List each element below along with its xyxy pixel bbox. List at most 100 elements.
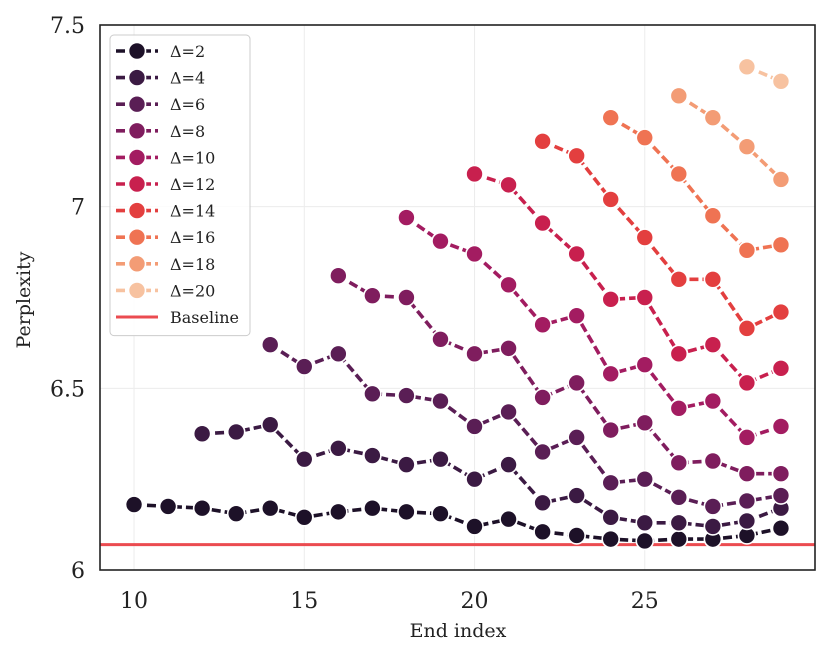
data-point xyxy=(669,513,689,533)
data-point xyxy=(465,517,484,536)
data-point xyxy=(771,486,791,505)
data-point xyxy=(294,357,314,376)
series-line xyxy=(677,94,783,181)
data-point xyxy=(635,513,655,533)
data-point xyxy=(499,175,518,195)
x-tick-label: 20 xyxy=(461,589,489,614)
legend-marker xyxy=(127,68,147,87)
series-3 xyxy=(260,335,791,516)
data-point xyxy=(329,502,348,522)
legend-label: Δ=10 xyxy=(170,148,215,167)
data-point xyxy=(226,504,246,523)
series-1 xyxy=(124,495,791,551)
series-6 xyxy=(465,164,791,393)
data-point xyxy=(669,399,689,418)
data-point xyxy=(329,438,348,458)
data-point xyxy=(124,495,144,514)
data-point xyxy=(431,231,450,251)
x-tick-label: 15 xyxy=(290,589,318,614)
data-point xyxy=(567,486,586,505)
legend-marker xyxy=(127,254,147,274)
data-point xyxy=(703,206,723,226)
data-point xyxy=(397,386,416,405)
data-point xyxy=(226,422,246,442)
legend-label: Δ=18 xyxy=(170,255,215,274)
data-point xyxy=(567,526,586,545)
data-point xyxy=(703,451,723,471)
data-point xyxy=(601,190,621,209)
data-point xyxy=(635,228,655,247)
data-point xyxy=(260,415,280,434)
data-point xyxy=(329,266,348,286)
legend-label: Δ=16 xyxy=(170,228,215,247)
data-point xyxy=(703,108,723,127)
data-point xyxy=(635,531,655,551)
legend-label: Δ=14 xyxy=(170,202,215,221)
series-7 xyxy=(533,131,791,338)
data-point xyxy=(737,511,757,531)
data-point xyxy=(499,509,518,529)
data-point xyxy=(737,137,757,157)
data-point xyxy=(533,493,552,513)
data-point xyxy=(737,428,757,447)
data-point xyxy=(158,497,178,516)
data-point xyxy=(294,449,314,469)
legend-marker xyxy=(127,41,147,61)
y-tick-label: 7 xyxy=(71,196,85,221)
data-point xyxy=(669,529,689,549)
data-point xyxy=(601,473,621,493)
data-point xyxy=(771,170,791,189)
data-point xyxy=(771,417,791,436)
legend-label: Δ=6 xyxy=(170,95,205,114)
data-point xyxy=(533,131,552,151)
data-point xyxy=(397,208,416,227)
data-point xyxy=(397,502,416,522)
legend-marker xyxy=(127,201,147,220)
y-tick-label: 6.5 xyxy=(50,377,85,402)
data-point xyxy=(363,498,382,518)
data-point xyxy=(669,86,689,106)
series-line xyxy=(473,172,782,385)
data-point xyxy=(499,455,518,474)
legend-marker xyxy=(127,148,147,167)
data-point xyxy=(567,428,586,447)
series-line xyxy=(405,216,782,440)
data-point xyxy=(465,417,484,436)
data-point xyxy=(771,235,791,255)
legend-label: Δ=8 xyxy=(170,122,205,141)
series-5 xyxy=(397,208,791,447)
data-point xyxy=(703,517,723,536)
data-point xyxy=(669,164,689,184)
data-point xyxy=(771,518,791,538)
x-axis-label: End index xyxy=(410,620,507,642)
data-point xyxy=(260,498,280,518)
series-layer xyxy=(124,57,791,551)
data-point xyxy=(329,344,348,364)
data-point xyxy=(771,359,791,378)
data-point xyxy=(499,339,518,358)
data-point xyxy=(737,57,757,77)
data-point xyxy=(260,335,280,355)
data-point xyxy=(601,290,621,309)
series-10 xyxy=(737,57,791,91)
data-point xyxy=(703,270,723,289)
data-point xyxy=(465,344,484,364)
data-point xyxy=(363,446,382,465)
data-point xyxy=(192,424,212,444)
series-4 xyxy=(329,266,791,484)
data-point xyxy=(431,504,450,523)
data-point xyxy=(635,413,655,433)
data-point xyxy=(669,344,689,364)
data-point xyxy=(294,508,314,527)
data-point xyxy=(737,240,757,260)
legend-marker xyxy=(127,227,147,247)
data-point xyxy=(533,388,552,407)
data-point xyxy=(601,108,621,127)
data-point xyxy=(771,464,791,484)
plot-frame xyxy=(99,24,816,571)
series-9 xyxy=(669,86,791,189)
data-point xyxy=(431,391,450,411)
series-2 xyxy=(192,415,791,536)
